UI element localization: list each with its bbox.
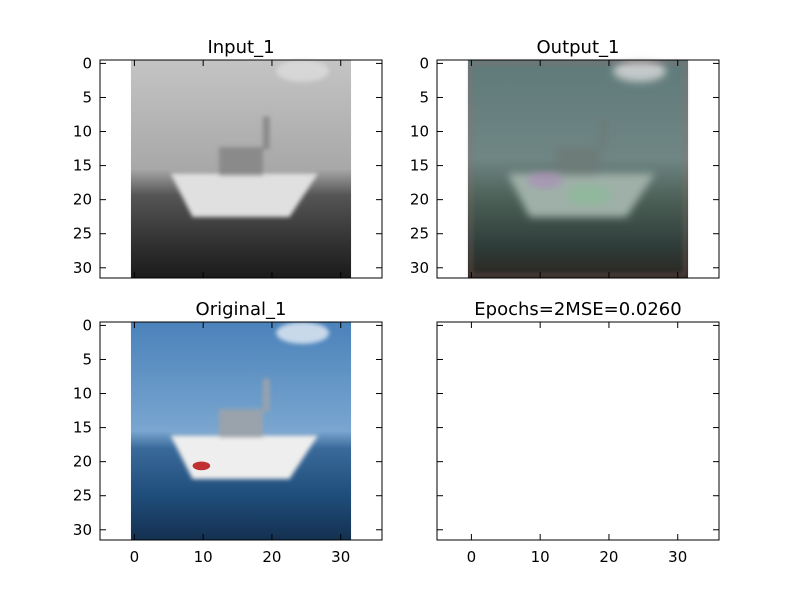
subplot-input: 0 5 10 15 20 25 30 Input_1: [73, 37, 383, 279]
subplot-original: 0 5 10 15 20 25 30 0 10 20 30 Original_1: [73, 299, 383, 566]
panel-image: [467, 60, 689, 278]
y-tick-label: 15: [73, 157, 92, 175]
subplot-output: 0 5 10 15 20 25 30 Output_1: [410, 37, 720, 279]
y-tick-label: 20: [410, 191, 429, 209]
axes-frame: [436, 59, 720, 279]
axes-frame: [99, 59, 383, 279]
y-tick-label: 10: [410, 123, 429, 141]
y-tick-label: 30: [410, 259, 429, 277]
x-tick-label: 30: [668, 548, 687, 566]
x-tick-label: 10: [194, 548, 213, 566]
x-tick-label: 20: [262, 548, 281, 566]
y-tick-label: 5: [82, 350, 92, 368]
axes-frame: [99, 321, 383, 541]
y-tick-label: 0: [82, 316, 92, 334]
x-tick-label: 0: [130, 548, 140, 566]
subplot-title: Input_1: [207, 37, 274, 58]
y-tick-label: 20: [73, 453, 92, 471]
subplot-title: Output_1: [537, 37, 620, 58]
y-tick-label: 0: [82, 54, 92, 72]
subplot-metrics: 0 10 20 30 Epochs=2MSE=0.0260: [436, 299, 720, 566]
x-tick-label: 20: [599, 548, 618, 566]
subplot-title: Original_1: [196, 299, 287, 320]
y-tick-label: 5: [82, 88, 92, 106]
y-tick-label: 10: [73, 123, 92, 141]
axes-frame: [436, 321, 720, 541]
y-tick-label: 5: [419, 88, 429, 106]
panel-image: [130, 322, 352, 540]
y-tick-label: 0: [419, 54, 429, 72]
y-tick-label: 30: [73, 521, 92, 539]
y-tick-label: 15: [410, 157, 429, 175]
y-tick-label: 20: [73, 191, 92, 209]
y-tick-label: 25: [73, 225, 92, 243]
x-tick-label: 10: [531, 548, 550, 566]
y-tick-label: 30: [73, 259, 92, 277]
x-tick-label: 30: [331, 548, 350, 566]
y-tick-label: 15: [73, 419, 92, 437]
subplot-title: Epochs=2MSE=0.0260: [474, 299, 681, 320]
y-tick-label: 10: [73, 385, 92, 403]
y-tick-label: 25: [410, 225, 429, 243]
panel-image: [130, 60, 352, 278]
x-tick-label: 0: [467, 548, 477, 566]
y-tick-label: 25: [73, 487, 92, 505]
